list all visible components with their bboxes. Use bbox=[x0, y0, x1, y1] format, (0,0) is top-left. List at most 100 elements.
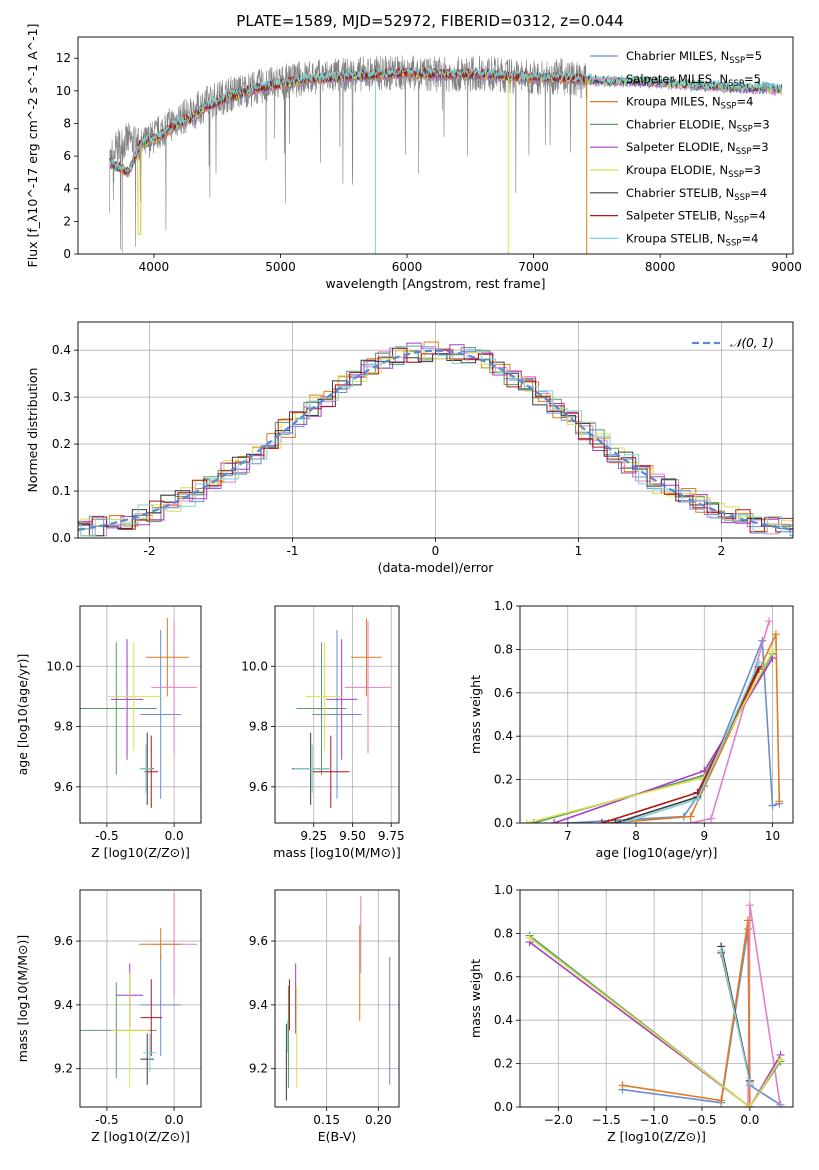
weight_vs_age-ytick-label: 0.6 bbox=[494, 686, 513, 700]
residuals-plot-area bbox=[78, 341, 793, 537]
spectrum-model-line-9 bbox=[109, 65, 783, 173]
residuals-xtick-label: -2 bbox=[144, 544, 156, 558]
legend-label-1: Chabrier MILES, NSSP=5 bbox=[626, 49, 762, 66]
age_vs_mass-frame bbox=[274, 605, 400, 824]
weight_vs_age-ytick-label: 1.0 bbox=[494, 599, 513, 613]
weight_vs_age-marker-2 bbox=[707, 814, 716, 823]
weight_vs_Z-ytick-label: 1.0 bbox=[494, 883, 513, 897]
age_vs_Z-xtick-label: -0.5 bbox=[95, 829, 118, 843]
weight_vs_age-marker-4 bbox=[529, 819, 538, 823]
age_vs_mass-plot-area bbox=[292, 618, 392, 808]
weight_vs_Z-marker-9 bbox=[745, 1079, 754, 1088]
weight_vs_age-marker-7 bbox=[611, 819, 620, 823]
legend-label-5: Salpeter ELODIE, NSSP=3 bbox=[626, 140, 769, 157]
weight_vs_age-marker-6 bbox=[768, 647, 777, 656]
weight_vs_Z-marker-9 bbox=[717, 946, 726, 955]
weight_vs_age-marker-8 bbox=[597, 819, 606, 823]
weight_vs_age-ytick-label: 0.8 bbox=[494, 642, 513, 656]
weight_vs_age-marker-1 bbox=[563, 819, 572, 823]
weight_vs_age-ytick-label: 0.2 bbox=[494, 773, 513, 787]
weight_vs_Z-xtick-label: −1.5 bbox=[592, 1113, 621, 1127]
spectrum-xtick-label: 8000 bbox=[645, 260, 676, 274]
mass_vs_Z-ytick-label: 9.2 bbox=[54, 1062, 73, 1076]
residuals-ytick-label: 0.1 bbox=[52, 484, 71, 498]
age_vs_Z-xlabel: Z [log10(Z/Z⊙)] bbox=[91, 845, 190, 860]
weight_vs_age-marker-3 bbox=[771, 630, 780, 639]
age_vs_Z-ytick-label: 10.0 bbox=[46, 659, 73, 673]
mass_vs_Z-ylabel: mass [log10(M/M⊙)] bbox=[15, 935, 30, 1063]
residual-histogram-8 bbox=[78, 347, 793, 533]
age_vs_mass-ytick-label: 9.6 bbox=[249, 780, 268, 794]
weight_vs_Z-ylabel: mass weight bbox=[468, 959, 483, 1038]
mass_vs_ebv-xtick-label: 0.15 bbox=[313, 1113, 340, 1127]
spectrum-ytick-label: 6 bbox=[63, 149, 71, 163]
spectrum-ytick-label: 2 bbox=[63, 214, 71, 228]
weight_vs_Z-xtick-label: −2.0 bbox=[544, 1113, 573, 1127]
weight_vs_Z-marker-3 bbox=[618, 1081, 627, 1090]
spectrum-ylabel: Flux [f_λ10^-17 erg cm^-2 s^-1 A^-1] bbox=[25, 24, 40, 268]
weight_vs_age-marker-9 bbox=[754, 658, 763, 667]
residual-histogram-7 bbox=[78, 353, 793, 537]
residuals-ytick-label: 0.3 bbox=[52, 390, 71, 404]
age_vs_Z-ytick-label: 9.6 bbox=[54, 780, 73, 794]
spectrum-frame bbox=[77, 36, 794, 255]
age_vs_mass-xtick-label: 9.50 bbox=[339, 829, 366, 843]
mass_vs_Z-xlabel: Z [log10(Z/Z⊙)] bbox=[91, 1129, 190, 1144]
weight_vs_age-series-5 bbox=[553, 657, 774, 823]
weight_vs_Z-marker-6 bbox=[525, 933, 534, 942]
weight_vs_Z-xtick-label: 0.0 bbox=[740, 1113, 759, 1127]
weight_vs_age-marker-5 bbox=[550, 819, 559, 823]
spectrum-xtick-label: 5000 bbox=[265, 260, 296, 274]
weight_vs_age-marker-2 bbox=[765, 617, 774, 626]
spectrum-model-line-3 bbox=[109, 69, 588, 235]
residuals-xtick-label: 1 bbox=[575, 544, 583, 558]
legend-label-4: Chabrier ELODIE, NSSP=3 bbox=[626, 117, 770, 134]
age_vs_mass-xlabel: mass [log10(M/M⊙)] bbox=[273, 845, 401, 860]
weight_vs_age-marker-3 bbox=[775, 797, 784, 806]
weight_vs_age-plot-area bbox=[522, 617, 784, 823]
legend-normal-label: 𝒩(0, 1) bbox=[730, 336, 774, 350]
weight_vs_Z-ytick-label: 0.8 bbox=[494, 926, 513, 940]
weight_vs_Z-marker-6 bbox=[776, 1055, 785, 1064]
age_vs_mass-ytick-label: 9.8 bbox=[249, 720, 268, 734]
age_vs_mass-ytick-label: 10.0 bbox=[241, 659, 268, 673]
mass_vs_ebv-ytick-label: 9.4 bbox=[249, 998, 268, 1012]
age_vs_Z-plot-area bbox=[80, 618, 197, 808]
page-title: PLATE=1589, MJD=52972, FIBERID=0312, z=0… bbox=[236, 12, 624, 30]
residuals-frame bbox=[77, 321, 794, 539]
weight_vs_age-xtick-label: 10 bbox=[765, 829, 780, 843]
spectrum-ytick-label: 4 bbox=[63, 182, 71, 196]
residuals-xtick-label: 0 bbox=[432, 544, 440, 558]
weight_vs_age-marker-3 bbox=[686, 812, 695, 821]
mass_vs_Z-xtick-label: -0.5 bbox=[95, 1113, 118, 1127]
age_vs_Z-ylabel: age [log10(age/yr)] bbox=[15, 654, 30, 776]
age_vs_mass-xtick-label: 9.25 bbox=[300, 829, 327, 843]
mass_vs_ebv-plot-area bbox=[285, 896, 391, 1101]
weight_vs_Z-marker-3 bbox=[743, 916, 752, 925]
spectrum-xtick-label: 9000 bbox=[771, 260, 802, 274]
residuals-ytick-label: 0.0 bbox=[52, 531, 71, 545]
normal-reference-curve bbox=[78, 349, 793, 531]
spectrum-observed-line bbox=[109, 55, 587, 253]
weight_vs_age-marker-9 bbox=[693, 795, 702, 804]
weight_vs_Z-frame bbox=[519, 889, 794, 1108]
weight_vs_Z-marker-6 bbox=[745, 1103, 754, 1107]
mass_vs_Z-plot-area bbox=[80, 893, 197, 1088]
weight_vs_Z-series-5 bbox=[529, 941, 782, 1107]
weight_vs_age-ytick-label: 0.0 bbox=[494, 816, 513, 830]
weight_vs_age-xtick-label: 7 bbox=[564, 829, 572, 843]
weight_vs_age-ylabel: mass weight bbox=[468, 675, 483, 754]
mass_vs_ebv-frame bbox=[274, 889, 400, 1108]
weight_vs_Z-marker-2 bbox=[776, 1103, 785, 1107]
mass_vs_ebv-xtick-label: 0.20 bbox=[365, 1113, 392, 1127]
legend-label-8: Salpeter STELIB, NSSP=4 bbox=[626, 209, 766, 226]
legend-label-3: Kroupa MILES, NSSP=4 bbox=[626, 95, 753, 112]
weight_vs_age-frame bbox=[519, 605, 794, 824]
spectrum-ytick-label: 0 bbox=[63, 247, 71, 261]
mass_vs_ebv-ytick-label: 9.6 bbox=[249, 934, 268, 948]
spectrum-xtick-label: 4000 bbox=[139, 260, 170, 274]
mass_vs_Z-xtick-label: 0.0 bbox=[165, 1113, 184, 1127]
weight_vs_age-xlabel: age [log10(age/yr)] bbox=[596, 845, 718, 860]
age_vs_Z-xtick-label: 0.0 bbox=[165, 829, 184, 843]
spectrum-ytick-label: 10 bbox=[56, 84, 71, 98]
